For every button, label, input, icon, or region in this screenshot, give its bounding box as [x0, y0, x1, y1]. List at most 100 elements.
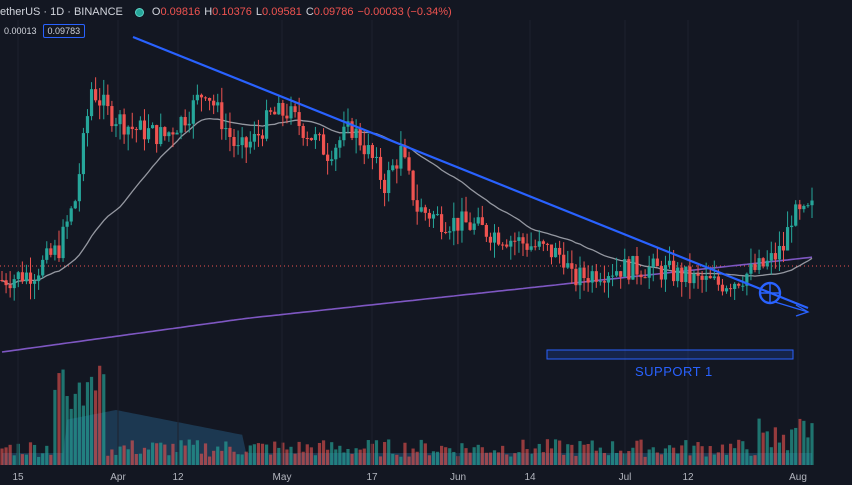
candle-body: [488, 236, 493, 243]
volume-bar: [757, 418, 761, 465]
candle-body: [594, 271, 598, 282]
volume-bar: [517, 452, 521, 465]
candle-body: [598, 281, 602, 283]
moving-average-50: [1, 117, 813, 286]
volume-bar: [85, 382, 90, 465]
candle-body: [720, 284, 725, 292]
descending-trendline: [132, 35, 809, 310]
volume-bar: [309, 447, 313, 465]
candle-body: [155, 125, 159, 145]
volume-bar: [781, 434, 786, 465]
volume-bar: [647, 449, 651, 465]
candle-body: [244, 137, 248, 148]
volume-bar: [269, 454, 273, 465]
volume-bar: [89, 376, 94, 465]
x-tick-label: 12: [172, 472, 184, 483]
volume-bar: [277, 447, 281, 465]
candle-body: [220, 102, 224, 130]
candle-body: [4, 280, 8, 286]
candle-body: [85, 116, 90, 134]
volume-bar: [415, 451, 419, 465]
candle-body: [41, 259, 45, 276]
candle-body: [330, 159, 334, 161]
volume-bar: [582, 444, 586, 465]
volume-bar: [57, 373, 61, 465]
indicator-value-box[interactable]: 0.09783: [42, 24, 86, 38]
candle-body: [61, 226, 65, 259]
candle-body: [358, 128, 362, 146]
volume-bar: [342, 452, 346, 465]
candle-body: [167, 132, 171, 137]
candle-body: [631, 256, 635, 280]
candle-body: [53, 245, 57, 255]
candle-body: [708, 275, 712, 279]
volume-bar: [114, 454, 118, 465]
candle-body: [77, 174, 81, 202]
candle-body: [684, 266, 688, 283]
candle-body: [696, 273, 700, 276]
candle-body: [790, 225, 794, 228]
candle-body: [391, 165, 395, 171]
volume-bar: [785, 450, 790, 465]
volume-bar: [806, 437, 810, 465]
volume-bar: [741, 441, 745, 465]
candle-body: [114, 124, 118, 127]
candle-body: [354, 128, 358, 138]
candle-body: [309, 137, 313, 141]
volume-bar: [643, 456, 647, 465]
volume-bar: [672, 447, 676, 465]
candle-body: [472, 223, 476, 230]
candle-body: [765, 260, 769, 267]
volume-bar: [53, 389, 57, 465]
candle-body: [16, 272, 20, 280]
x-tick-label: 17: [366, 472, 378, 483]
volume-bar: [183, 445, 187, 465]
volume-bar: [45, 445, 49, 465]
volume-bar: [631, 447, 635, 465]
volume-bar: [724, 454, 729, 465]
volume-bar: [203, 443, 208, 465]
candle-body: [362, 145, 366, 155]
candle-body: [444, 231, 448, 233]
volume-bar: [541, 452, 545, 465]
candle-body: [688, 266, 692, 284]
candle-body: [281, 102, 285, 116]
volume-bar: [627, 451, 631, 465]
candle-body: [448, 231, 452, 233]
volume-bar: [252, 444, 256, 465]
volume-bar: [305, 444, 309, 465]
candle-body: [761, 258, 765, 267]
volume-bar: [110, 449, 114, 465]
volume-bar: [501, 445, 505, 465]
candle-body: [798, 204, 802, 210]
volume-bar: [317, 442, 322, 465]
breakout-arrow-head: [795, 304, 810, 317]
volume-bar: [260, 443, 265, 465]
volume-bar: [187, 439, 191, 465]
candle-body: [232, 136, 236, 147]
volume-bar: [142, 447, 147, 465]
x-tick-label: Jun: [450, 472, 466, 483]
volume-bar: [431, 451, 436, 465]
volume-bar: [330, 442, 334, 465]
volume-bar: [399, 456, 403, 465]
volume-bar: [663, 448, 668, 465]
volume-bar: [20, 454, 24, 465]
volume-bar: [574, 455, 578, 465]
candle-body: [785, 227, 790, 251]
candle-body: [439, 214, 444, 232]
volume-bar: [248, 445, 252, 465]
candle-body: [163, 127, 167, 137]
candle-body: [195, 94, 199, 101]
symbol-label[interactable]: etherUS · 1D · BINANCE: [0, 6, 123, 18]
candle-body: [484, 224, 488, 237]
candle-body: [403, 145, 407, 158]
volume-bar: [403, 442, 407, 465]
candle-body: [647, 267, 651, 278]
volume-bar: [41, 453, 45, 465]
candle-body: [199, 94, 204, 98]
volume-bar: [301, 451, 305, 465]
candle-body: [704, 275, 708, 280]
candle-body: [8, 285, 12, 289]
